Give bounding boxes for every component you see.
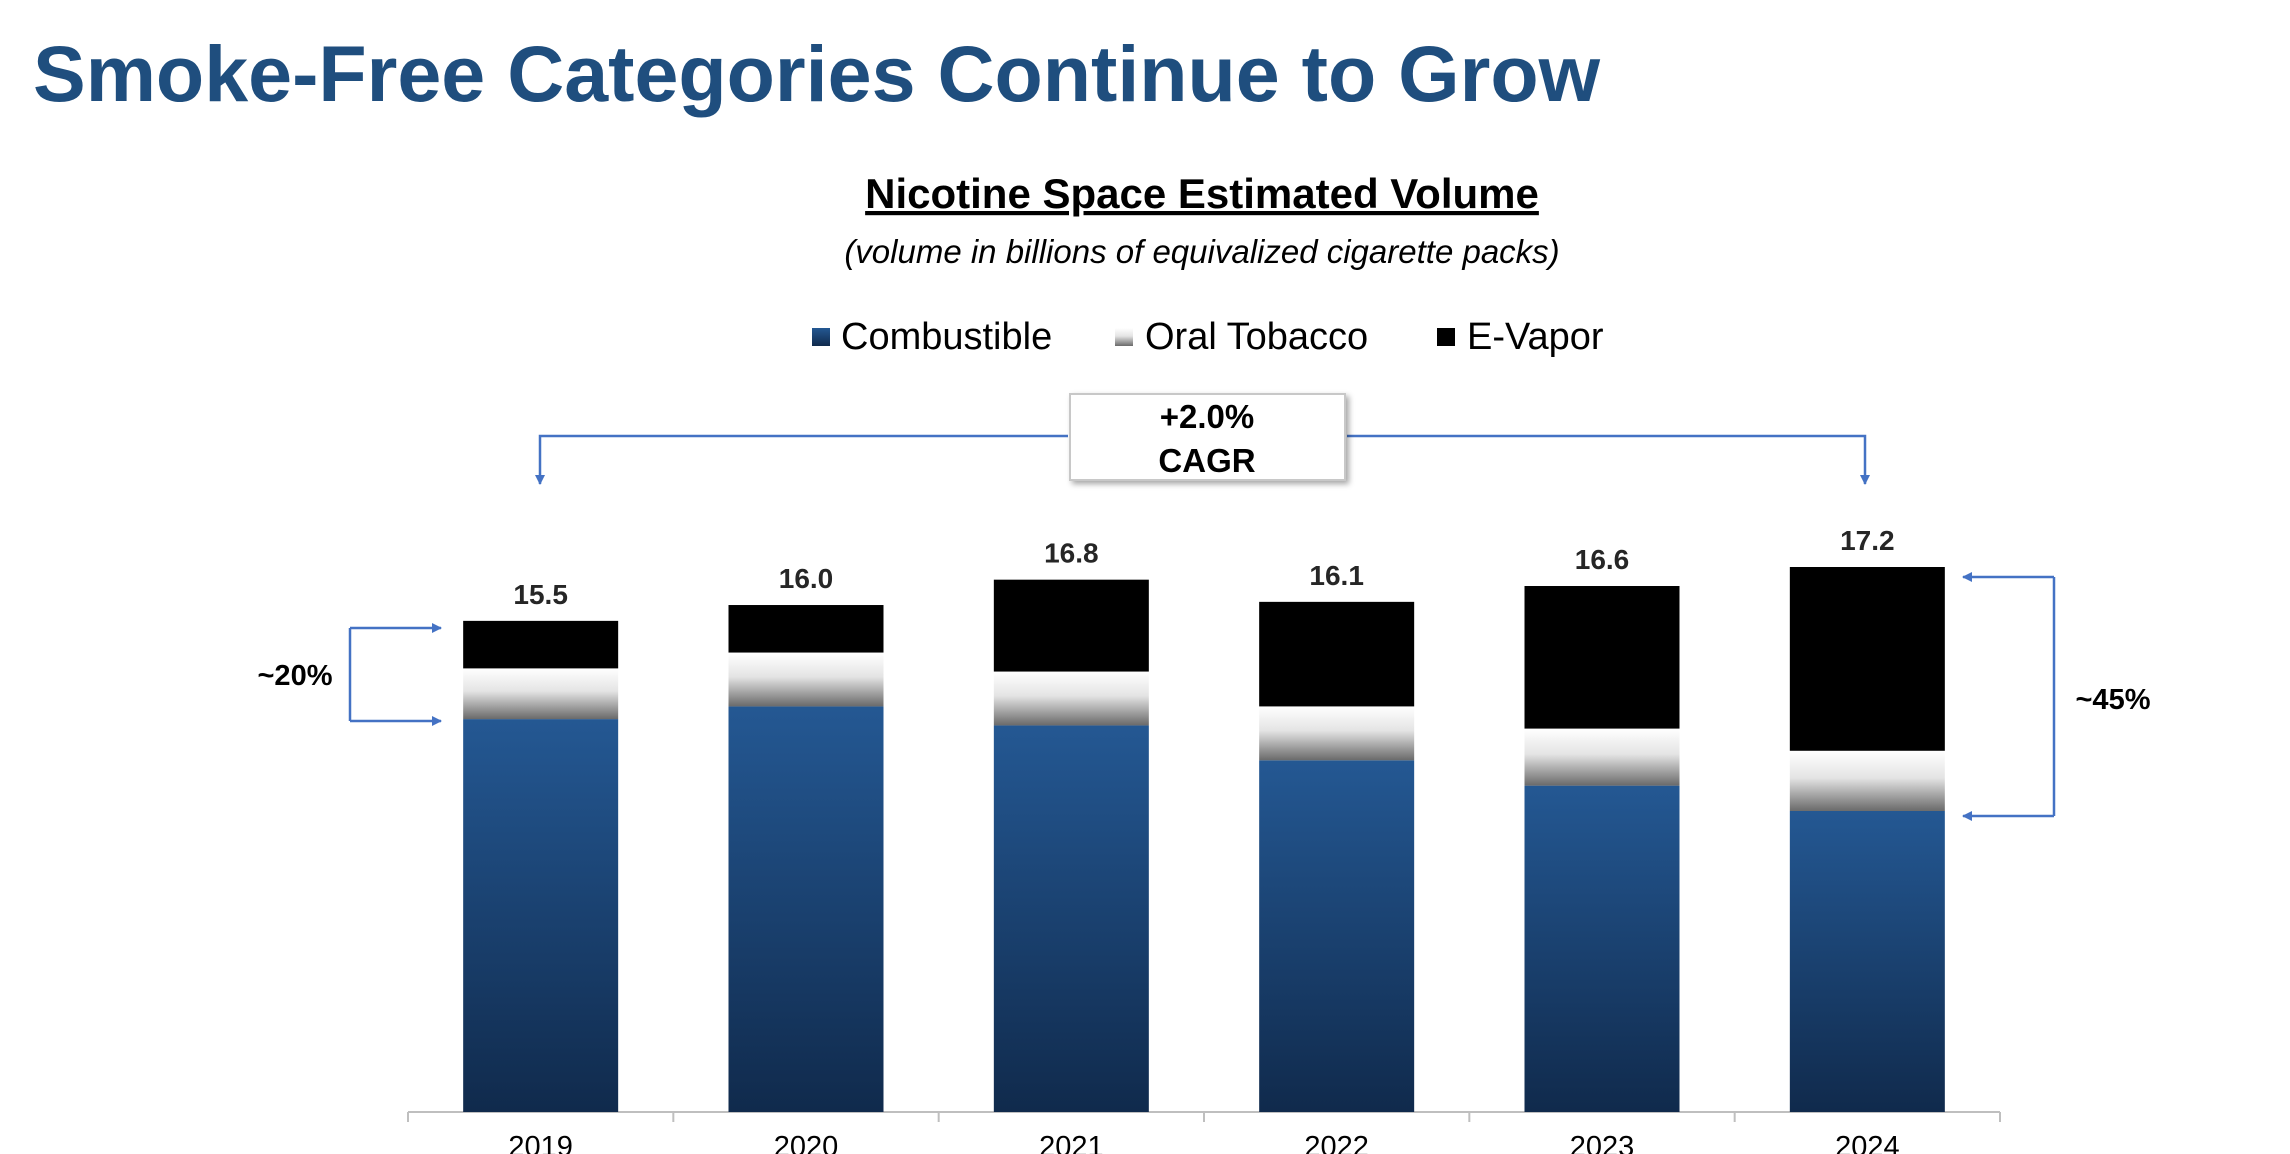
legend-label-combustible: Combustible (841, 316, 1052, 358)
bar-segment-combustible-2024 (1789, 810, 1945, 1112)
bar-segment-e-vapor-2024 (1789, 567, 1945, 751)
x-tick-label: 2023 (1570, 1131, 1635, 1154)
legend-swatch-combustible (812, 328, 830, 346)
legend-swatch-oral-tobacco (1115, 328, 1133, 346)
bar-segment-combustible-2022 (1259, 760, 1415, 1112)
chart-title: Nicotine Space Estimated Volume (865, 170, 1539, 217)
bar-total-label: 16.0 (779, 563, 834, 594)
legend-label-e-vapor: E-Vapor (1467, 316, 1604, 358)
legend-label-oral-tobacco: Oral Tobacco (1145, 316, 1368, 358)
bar-total-label: 17.2 (1840, 525, 1895, 556)
legend-swatch-e-vapor (1437, 328, 1455, 346)
bar-segment-oral-tobacco-2022 (1259, 706, 1415, 761)
bar-segment-e-vapor-2020 (728, 605, 884, 653)
cagr-annotation: +2.0% CAGR (535, 393, 1870, 485)
bar-segment-e-vapor-2021 (993, 579, 1149, 672)
x-tick-label: 2021 (1039, 1131, 1104, 1154)
bar-segment-combustible-2021 (993, 725, 1149, 1112)
share-annotation-right: ~45% (1962, 572, 2151, 821)
page-title: Smoke-Free Categories Continue to Grow (33, 29, 1601, 118)
legend: Combustible Oral Tobacco E-Vapor (812, 316, 1604, 358)
x-tick-label: 2022 (1304, 1131, 1369, 1154)
bar-segment-oral-tobacco-2020 (728, 652, 884, 707)
bar-segment-combustible-2023 (1524, 785, 1680, 1112)
plot-area: 15.5 2019 16.0 2020 16.8 2021 16.1 2022 16.6 2023… (407, 525, 2001, 1154)
cagr-box (1069, 393, 1346, 481)
cagr-bracket-left (535, 434, 1068, 485)
share-label-left: ~20% (258, 660, 333, 692)
bar-segment-e-vapor-2022 (1259, 601, 1415, 707)
bar-total-label: 16.1 (1309, 560, 1364, 591)
x-tick-label: 2019 (508, 1131, 573, 1154)
bar-total-label: 16.8 (1044, 538, 1099, 569)
bar-segment-combustible-2019 (463, 719, 619, 1112)
cagr-label: CAGR (1158, 442, 1255, 479)
bar-segment-oral-tobacco-2021 (993, 671, 1149, 726)
share-label-right: ~45% (2076, 684, 2151, 716)
chart-subtitle: (volume in billions of equivalized cigar… (844, 233, 1559, 270)
bar-segment-oral-tobacco-2019 (463, 668, 619, 720)
x-tick-label: 2020 (774, 1131, 839, 1154)
bar-segment-combustible-2020 (728, 706, 884, 1112)
bar-total-label: 15.5 (513, 579, 568, 610)
cagr-value: +2.0% (1160, 398, 1255, 435)
bar-segment-oral-tobacco-2023 (1524, 728, 1680, 786)
bar-segment-e-vapor-2019 (463, 620, 619, 669)
bar-segment-oral-tobacco-2024 (1789, 750, 1945, 811)
bar-segment-e-vapor-2023 (1524, 586, 1680, 729)
x-tick-label: 2024 (1835, 1131, 1900, 1154)
bar-total-label: 16.6 (1575, 544, 1630, 575)
cagr-bracket-right (1347, 434, 1870, 485)
share-annotation-left: ~20% (258, 623, 442, 726)
